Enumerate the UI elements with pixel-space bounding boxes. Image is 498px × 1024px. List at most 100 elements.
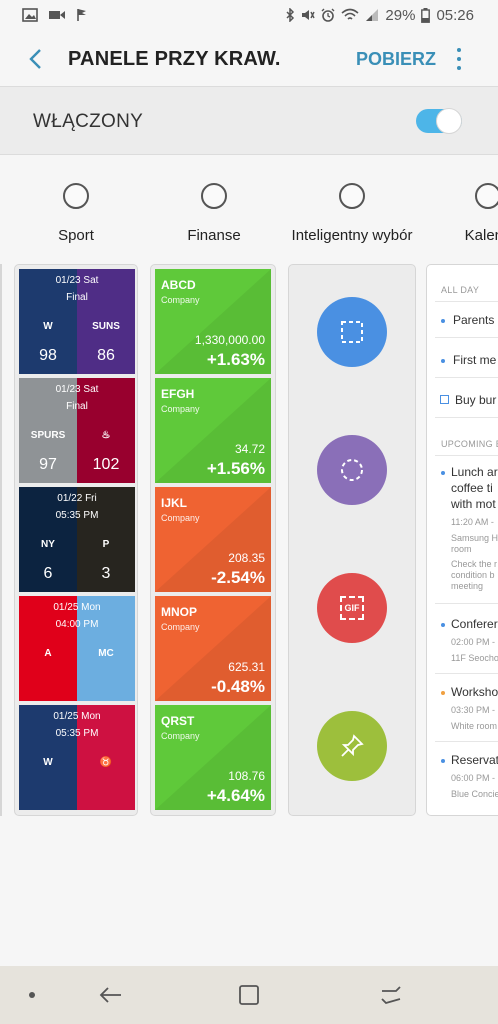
stock-price: 1,330,000.00 [194,333,265,347]
game-status: 04:00 PM [55,619,99,630]
stock-card: QRST Company 108.76 +4.64% [155,705,271,810]
team-right-background [77,487,135,592]
divider [435,673,498,674]
stock-price: 108.76 [228,769,265,783]
calendar-panel-preview[interactable]: ALL DAY Parents First me Buy bur UPCOMIN… [426,264,498,816]
event-title: Conferer [451,617,498,631]
event-bullet [441,319,445,323]
alarm-icon [321,8,335,22]
event-bullet [441,623,445,627]
team-score: 6 [43,565,53,582]
wifi-icon [341,8,359,22]
team-logo-icon: P [102,538,110,550]
panel-option-sport[interactable]: Sport [6,183,146,244]
back-icon [99,987,121,1003]
team-score: 97 [39,456,57,473]
dot-icon [29,992,35,998]
event-bullet [441,359,445,363]
radio-button[interactable] [339,183,365,209]
team-logo-icon: W [43,320,53,332]
stock-change: -2.54% [211,568,265,587]
more-options-button[interactable] [446,44,472,74]
previous-panel-edge [0,264,2,816]
stock-symbol: QRST [161,714,195,728]
stock-price: 34.72 [234,442,265,456]
stock-company: Company [161,404,200,414]
team-left-background [19,705,77,810]
calendar-item: First me [453,353,497,367]
card-shade [155,378,271,483]
game-status: 05:35 PM [55,510,99,521]
nav-back-button[interactable] [96,980,126,1010]
card-shade [155,269,271,374]
game-status: Final [66,401,88,412]
team-logo-icon: NY [41,538,55,550]
master-switch-label: WŁĄCZONY [33,111,144,132]
event-detail: condition b [451,570,495,580]
back-arrow-icon [29,49,41,69]
team-logo-icon: SPURS [30,429,66,441]
keyboard-hide-button[interactable] [17,980,47,1010]
sport-panel-preview[interactable]: 01/23 Sat Final W SUNS 98 86 01/23 Sat Final SPU… [14,264,138,816]
pin-icon [341,734,364,757]
nav-home-button[interactable] [234,980,264,1010]
event-bullet [441,691,445,695]
clock: 05:26 [436,6,474,24]
stock-change: +4.64% [206,786,265,805]
divider [435,603,498,604]
team-right-background [77,705,135,810]
nav-recents-button[interactable] [376,980,406,1010]
radio-button[interactable] [63,183,89,209]
more-dot-icon [457,48,461,52]
finance-panel-preview[interactable]: ABCD Company 1,330,000.00 +1.63% EFGH Company… [150,264,276,816]
stock-company: Company [161,731,200,741]
rectangle-select-icon [341,321,363,343]
smart-select-panel-preview[interactable]: GIF [288,264,416,816]
panel-option-calendar[interactable]: Kalend [418,183,498,244]
stock-card: IJKL Company 208.35 -2.54% [155,487,271,592]
gif-icon-label: GIF [344,603,360,613]
game-date: 01/25 Mon [53,602,101,613]
game-card: 01/22 Fri 05:35 PM NY P 6 3 [19,487,135,592]
more-dot-icon [457,66,461,70]
calendar-item: Parents [453,313,495,327]
bluetooth-icon [285,8,295,22]
panel-option-label: Sport [58,227,94,244]
stock-card: EFGH Company 34.72 +1.56% [155,378,271,483]
radio-button[interactable] [201,183,227,209]
stock-change: +1.56% [206,459,265,478]
stock-symbol: EFGH [161,387,195,401]
master-toggle[interactable] [416,108,462,134]
panel-selector-row: Sport Finanse Inteligentny wybór Kalend [0,155,498,255]
team-logo-icon: ♨ [101,429,111,441]
master-switch-row[interactable]: WŁĄCZONY [0,87,498,154]
game-card: 01/23 Sat Final W SUNS 98 86 [19,269,135,374]
status-bar: 29% 05:26 [0,0,498,30]
back-button[interactable] [20,44,50,74]
card-shade [155,705,271,810]
stock-change: -0.48% [211,677,265,696]
divider [435,417,498,418]
game-date: 01/23 Sat [55,275,99,286]
app-bar: PANELE PRZY KRAW. POBIERZ [0,30,498,88]
panel-option-smart-select[interactable]: Inteligentny wybór [282,183,422,244]
game-status: Final [66,292,88,303]
signal-icon [365,8,379,22]
stock-change: +1.63% [206,350,265,369]
battery-icon [421,7,431,23]
game-date: 01/22 Fri [57,493,97,504]
card-shade [155,596,271,701]
divider [435,455,498,456]
flag-notification-icon [76,8,88,22]
download-button[interactable]: POBIERZ [356,49,437,69]
event-detail: White room [451,721,498,731]
page-title: PANELE PRZY KRAW. [68,48,281,70]
card-shade [155,487,271,592]
event-detail: meeting [451,581,484,591]
event-detail: Blue Concie [451,789,498,799]
radio-button[interactable] [475,183,498,209]
event-time: 06:00 PM - [451,773,496,783]
stock-symbol: IJKL [161,496,188,510]
panel-option-finance[interactable]: Finanse [144,183,284,244]
team-left-background [19,487,77,592]
